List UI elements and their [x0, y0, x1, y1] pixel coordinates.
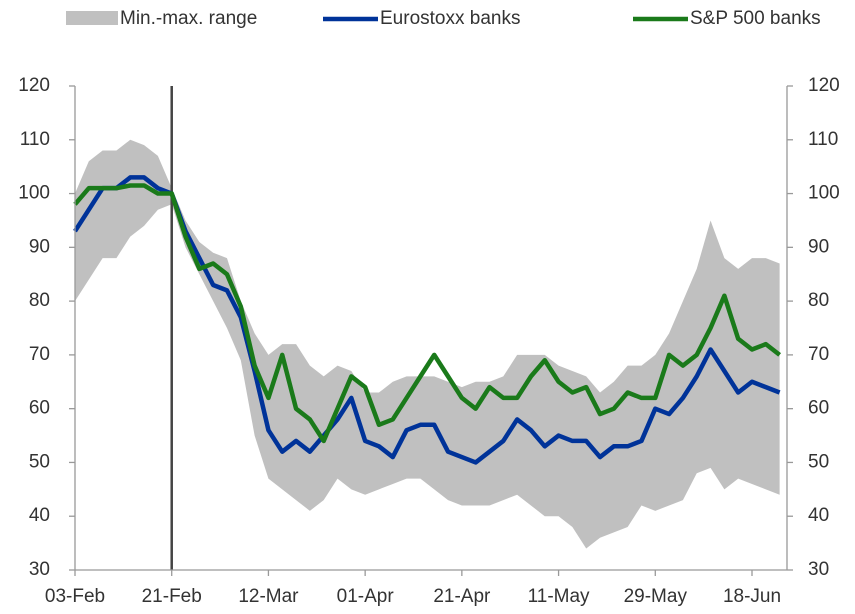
series-line	[73, 175, 781, 465]
y-tick-label: 30	[29, 559, 50, 580]
x-tick-label: 21-Apr	[433, 586, 491, 607]
y2-tick-label: 70	[808, 344, 829, 365]
y-tick-label: 100	[18, 183, 50, 204]
y-tick-label: 120	[18, 75, 50, 96]
y-tick-label: 110	[20, 129, 50, 150]
y2-tick-label: 120	[808, 75, 840, 96]
legend-swatch	[66, 11, 118, 25]
legend-label: Eurostoxx banks	[380, 8, 520, 29]
y2-tick-label: 100	[808, 183, 840, 204]
legend-label: Min.-max. range	[120, 8, 257, 29]
y2-tick-label: 110	[808, 129, 838, 150]
y2-tick-label: 30	[808, 559, 829, 580]
y2-tick-label: 90	[808, 236, 829, 257]
y-tick-label: 70	[29, 344, 50, 365]
x-tick-label: 11-May	[528, 586, 590, 607]
series-line	[73, 183, 782, 444]
y-tick-label: 50	[29, 451, 50, 472]
range-area	[75, 139, 780, 549]
x-tick-label: 18-Jun	[723, 586, 781, 607]
x-tick-label: 03-Feb	[45, 586, 105, 607]
x-tick-label: 21-Feb	[142, 586, 202, 607]
y2-tick-label: 40	[808, 505, 829, 526]
x-tick-label: 29-May	[624, 586, 688, 607]
y-tick-label: 60	[29, 398, 50, 419]
y-tick-label: 40	[29, 505, 50, 526]
legend-label: S&P 500 banks	[690, 8, 821, 29]
y-tick-label: 80	[29, 290, 50, 311]
y2-tick-label: 80	[808, 290, 829, 311]
x-tick-label: 01-Apr	[337, 586, 395, 607]
y2-tick-label: 60	[808, 398, 829, 419]
y-tick-label: 90	[29, 236, 50, 257]
x-tick-label: 12-Mar	[238, 586, 299, 607]
y2-tick-label: 50	[808, 451, 829, 472]
